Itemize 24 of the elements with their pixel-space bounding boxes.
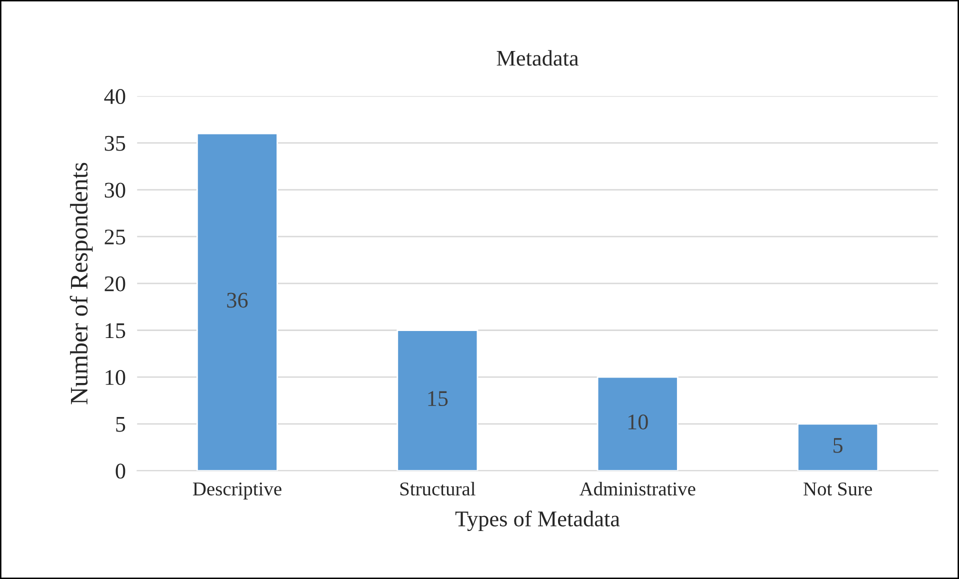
data-label: 36	[227, 292, 248, 308]
y-tick-label: 0	[116, 464, 126, 479]
y-tick-label: 30	[104, 182, 126, 198]
bar	[596, 376, 678, 471]
y-axis-title: Number of Respondents	[70, 162, 93, 404]
bar	[196, 132, 278, 471]
data-label: 10	[628, 414, 648, 430]
x-tick-label: Administrative	[579, 482, 696, 496]
data-label: 15	[428, 391, 448, 406]
x-tick-label: Not Sure	[804, 482, 872, 496]
y-tick-label: 40	[104, 89, 126, 104]
bar	[797, 423, 879, 471]
y-tick-label: 5	[116, 417, 126, 432]
x-tick-label: Descriptive	[192, 482, 282, 500]
bar	[396, 330, 478, 471]
y-tick-label: 25	[104, 230, 126, 245]
x-axis-title: Types of Metadata	[455, 510, 620, 532]
x-tick-label: Structural	[400, 482, 476, 496]
y-tick-label: 10	[106, 370, 126, 386]
y-tick-label: 35	[104, 136, 126, 151]
chart-title: Metadata	[496, 50, 579, 66]
data-label: 5	[834, 438, 842, 453]
y-tick-label: 15	[106, 323, 126, 338]
y-tick-label: 20	[104, 276, 126, 292]
